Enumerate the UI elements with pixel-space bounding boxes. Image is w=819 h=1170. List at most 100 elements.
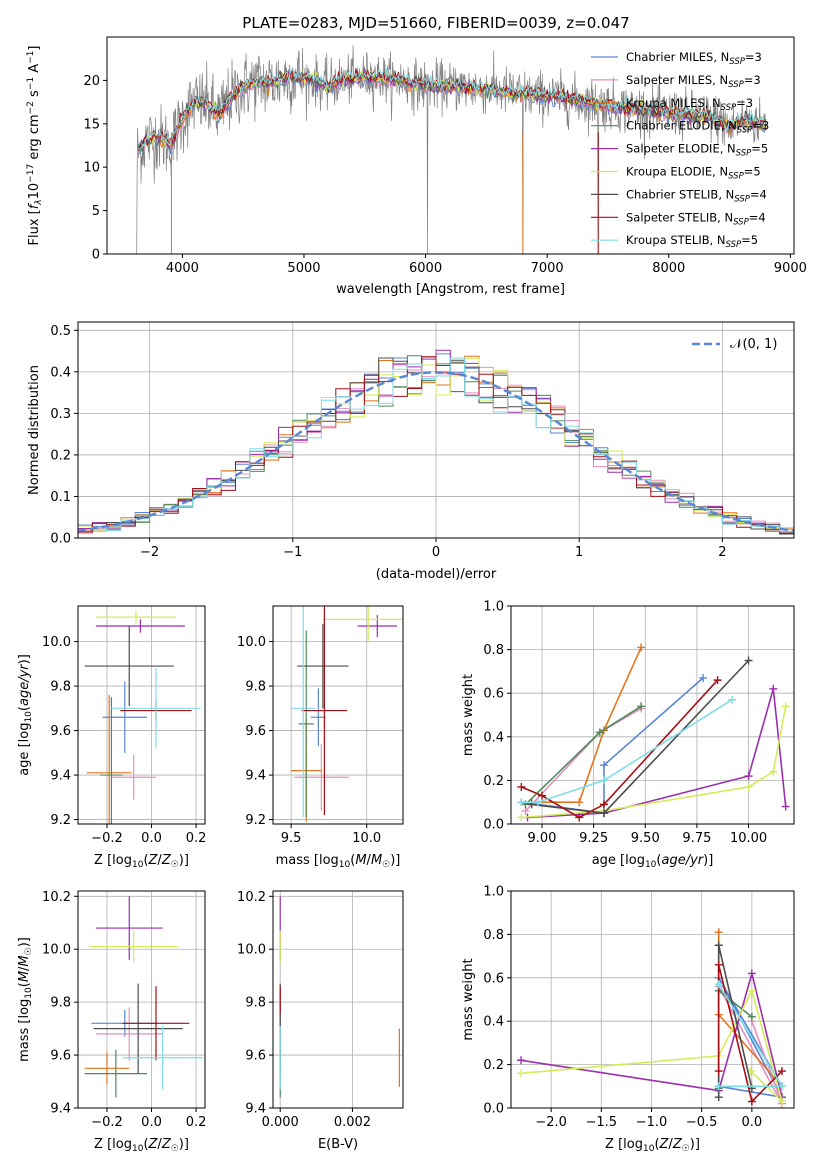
weight-marker-kroupa_stelib <box>517 798 526 807</box>
plot-area <box>84 896 203 1098</box>
y-axis-label: Flux [fλ10−17 erg cm−2 s−1 A−1] <box>26 46 44 246</box>
y-tick-label: 9.8 <box>245 996 266 1011</box>
label-part: M <box>371 853 382 868</box>
y-tick-label: 0.8 <box>483 928 504 943</box>
axes-frame <box>510 605 795 825</box>
y-tick-label: 9.8 <box>245 680 266 695</box>
x-tick-label: 9.75 <box>682 831 711 846</box>
y-tick-label: 9.8 <box>50 996 71 1011</box>
weight-marker-chabrier_elodie <box>747 1012 756 1021</box>
y-tick-label: 0.4 <box>483 1015 504 1030</box>
y-tick-label: 9.4 <box>50 769 71 784</box>
legend-label-salpeter_elodie: Salpeter ELODIE, NSSP=5 <box>626 142 768 159</box>
y-tick-label: 10.2 <box>42 890 71 905</box>
y-tick-label: 20 <box>83 74 100 89</box>
y-tick-label: 0.2 <box>50 448 71 463</box>
legend-name: Salpeter MILES, N <box>626 73 728 87</box>
legend-sub: SSP <box>728 80 744 90</box>
x-tick-label: 0.002 <box>334 1115 371 1130</box>
legend-label-kroupa_stelib: Kroupa STELIB, NSSP=5 <box>626 233 758 250</box>
legend-sub: SSP <box>728 172 744 182</box>
y-tick-label: 0.0 <box>483 818 504 833</box>
weight-marker-salpeter_stelib <box>599 800 608 809</box>
y-tick-label: 9.4 <box>245 769 266 784</box>
x-tick-label: 0.2 <box>186 1115 207 1130</box>
model-spectrum-line-kroupa_stelib <box>138 68 767 150</box>
label-part: / <box>17 966 32 971</box>
weight-marker-salpeter_stelib <box>517 782 526 791</box>
axes-frame <box>272 605 404 825</box>
label-part: Z <box>161 1137 172 1152</box>
weight-marker-salpeter_elodie <box>747 969 756 978</box>
label-part: age [log <box>592 853 645 868</box>
weight-marker-kroupa_elodie <box>517 813 526 822</box>
weight-marker-chabrier_stelib <box>714 1093 723 1102</box>
x-tick-label: 7000 <box>531 261 564 276</box>
label-part: )] <box>390 853 400 868</box>
label-part: 10 <box>24 711 34 723</box>
y-tick-label: 0.3 <box>50 407 71 422</box>
x-axis-label: wavelength [Angstrom, rest frame] <box>336 282 565 297</box>
x-tick-label: 9.25 <box>579 831 608 846</box>
label-part: 10 <box>27 183 42 200</box>
legend-name: Kroupa ELODIE, N <box>626 165 728 179</box>
y-tick-label: 0.5 <box>50 324 71 339</box>
label-part: )] <box>179 1137 189 1152</box>
legend-name: Salpeter ELODIE, N <box>626 142 736 156</box>
legend-sub: SSP <box>734 194 750 204</box>
weight-marker-kroupa_miles <box>575 798 584 807</box>
x-axis-label: E(B-V) <box>318 1137 358 1152</box>
y-tick-label: 5 <box>92 204 100 219</box>
y-tick-label: 10.2 <box>237 890 266 905</box>
label-part: M <box>17 971 32 982</box>
y-tick-label: 0.4 <box>50 365 71 380</box>
legend-sub: SSP <box>726 240 742 250</box>
axes-frame <box>510 890 795 1109</box>
legend-label-chabrier_stelib: Chabrier STELIB, NSSP=4 <box>626 187 767 204</box>
x-tick-label: −1 <box>283 545 302 560</box>
label-part: f <box>27 202 42 209</box>
legend-sub: SSP <box>721 103 737 113</box>
y-axis-label: Normed distribution <box>27 365 42 495</box>
y-tick-label: 9.4 <box>50 1102 71 1117</box>
legend-tail: =4 <box>749 210 766 224</box>
x-tick-label: −1.5 <box>586 1115 618 1130</box>
label-part: / <box>367 853 372 868</box>
weight-marker-kroupa_stelib <box>599 776 608 785</box>
weight-marker-chabrier_stelib <box>744 656 753 665</box>
label-part: M <box>17 955 32 966</box>
x-axis-label: age [log10(age/yr)] <box>592 853 714 870</box>
y-axis-label: age [log10(age/yr)] <box>17 654 34 776</box>
x-tick-label: −2.0 <box>535 1115 567 1130</box>
legend-tail: =3 <box>736 96 753 110</box>
label-part: ( <box>17 982 32 987</box>
legend-label-kroupa_elodie: Kroupa ELODIE, NSSP=5 <box>626 165 761 182</box>
weight-marker-kroupa_stelib <box>714 1082 723 1091</box>
x-tick-label: 0.0 <box>141 1115 162 1130</box>
label-part: −2 <box>26 101 36 114</box>
weight-marker-kroupa_miles <box>714 928 723 937</box>
y-tick-label: 10 <box>83 161 100 176</box>
x-tick-label: −0.2 <box>91 1115 123 1130</box>
x-tick-label: 6000 <box>409 261 442 276</box>
x-tick-label: −0.5 <box>686 1115 718 1130</box>
y-axis-label: mass weight <box>461 958 476 1040</box>
label-part: )] <box>17 937 32 947</box>
plot-area <box>78 349 794 535</box>
legend-label-chabrier_miles: Chabrier MILES, NSSP=3 <box>626 50 762 67</box>
legend-tail: =3 <box>744 73 761 87</box>
weight-marker-salpeter_elodie <box>769 684 778 693</box>
label-part: ] <box>27 46 42 51</box>
y-tick-label: 9.6 <box>245 1049 266 1064</box>
y-tick-label: 0.0 <box>50 532 71 547</box>
x-axis-label: Z [log10(Z/Z☉)] <box>94 853 189 870</box>
x-tick-label: −1.0 <box>636 1115 668 1130</box>
x-tick-label: 0.0 <box>141 831 162 846</box>
weight-marker-kroupa_miles <box>637 643 646 652</box>
label-part: ( <box>143 1137 148 1152</box>
legend-tail: =4 <box>750 187 767 201</box>
weight-marker-salpeter_stelib <box>575 813 584 822</box>
label-part: −17 <box>26 164 36 183</box>
y-tick-label: 0.1 <box>50 490 71 505</box>
legend-sub: SSP <box>736 149 752 159</box>
